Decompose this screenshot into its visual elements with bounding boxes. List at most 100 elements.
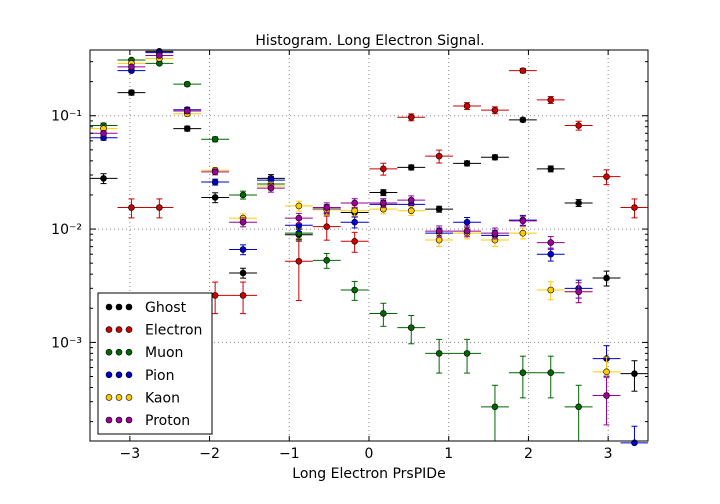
ghost-point [547,165,555,173]
muon-point [211,135,219,143]
legend-marker-kaon [125,394,133,401]
electron-point [380,165,387,173]
muon-point [491,403,499,411]
proton-point [407,196,415,204]
kaon-point [435,236,443,244]
proton-point [575,288,582,296]
electron-point [407,113,415,121]
electron-point [547,96,555,104]
ghost-point [128,89,135,96]
pion-point [239,246,247,253]
x-tick-labels: −3 −2 −1 0 1 2 3 [120,446,613,462]
electron-point [519,67,527,74]
legend-marker-proton [125,416,133,424]
legend-label-muon: Muon [145,345,183,361]
x-axis-title: Long Electron PrsPIDe [292,466,445,482]
legend-marker-electron [105,326,113,333]
ghost-point [100,175,107,182]
y-tick-labels: 10⁻³ 10⁻² 10⁻¹ [51,109,82,352]
proton-point [211,168,219,176]
legend-marker-muon [115,348,123,356]
legend-marker-muon [125,348,133,356]
muon-point [463,350,471,357]
proton-point [295,214,303,222]
muon-point [351,286,358,294]
ghost-point [519,116,527,124]
electron-point [463,102,471,110]
muon-point [323,257,331,264]
proton-point [603,392,610,399]
y-tick-label: 10⁻² [51,222,82,238]
proton-point [435,227,443,235]
legend-marker-ghost [115,303,123,311]
legend-marker-ghost [105,303,113,311]
legend: Ghost Electron Muon Pion Kaon Proton [97,292,213,435]
kaon-point [519,229,527,237]
muon-point [380,310,387,317]
proton-point [547,239,555,246]
series-proton [90,52,621,426]
legend-marker-kaon [115,394,123,401]
ghost-point [239,269,247,277]
pion-point [463,218,471,226]
electron-point [435,152,443,160]
legend-label-kaon: Kaon [145,390,180,406]
chart-title: Histogram. Long Electron Signal. [255,33,484,49]
kaon-point [407,207,415,215]
pion-point [547,250,555,258]
legend-marker-pion [115,371,123,379]
electron-point [128,204,135,211]
proton-point [128,63,135,71]
ghost-point [407,164,415,171]
legend-marker-electron [115,326,123,333]
legend-label-electron: Electron [145,323,202,339]
muon-point [575,403,582,411]
electron-point [211,292,219,299]
ghost-point [603,274,610,282]
electron-point [351,237,358,245]
proton-point [351,199,358,207]
legend-marker-muon [105,348,113,356]
proton-point [100,129,107,137]
x-tick-label: 0 [365,446,374,462]
electron-point [603,173,610,180]
legend-marker-ghost [125,303,133,311]
kaon-point [295,202,303,210]
ghost-point [435,205,443,213]
proton-point [519,217,527,225]
ghost-point [380,189,387,196]
legend-marker-pion [125,371,133,379]
proton-point [323,204,331,211]
y-tick-label: 10⁻¹ [51,109,82,125]
legend-marker-pion [105,371,113,379]
legend-label-pion: Pion [145,368,174,384]
x-tick-label: −1 [279,446,300,462]
electron-point [323,223,331,230]
proton-point [156,52,163,59]
muon-point [435,350,443,357]
kaon-point [351,207,358,215]
muon-point [183,80,191,88]
series-electron [117,67,648,315]
proton-point [380,199,387,207]
electron-point [295,257,303,265]
legend-marker-electron [125,326,133,333]
electron-point [239,292,247,299]
x-tick-label: −2 [199,446,220,462]
electron-point [631,204,638,211]
x-tick-label: 3 [604,446,613,462]
proton-point [183,107,191,115]
x-tick-label: 1 [444,446,453,462]
ghost-point [463,160,471,167]
pion-point [351,218,358,226]
legend-items: Ghost Electron Muon Pion Kaon Proton [105,300,202,429]
legend-label-ghost: Ghost [145,300,187,316]
ghost-point [491,153,499,161]
kaon-point [547,286,555,294]
muon-point [407,324,415,331]
axis-ticks [90,50,648,441]
muon-point [239,191,247,199]
electron-point [575,122,582,129]
kaon-point [603,368,610,376]
